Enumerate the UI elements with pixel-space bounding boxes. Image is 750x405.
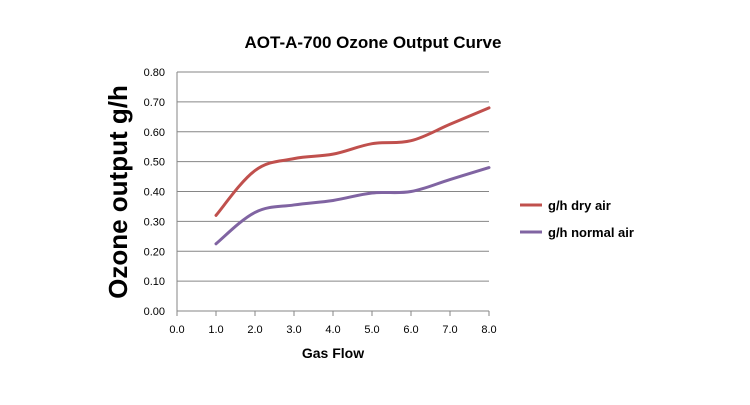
series-line-normal-air bbox=[214, 166, 491, 246]
data-point bbox=[449, 178, 452, 181]
y-tick-label: 0.80 bbox=[144, 67, 165, 79]
x-tick-label: 6.0 bbox=[403, 324, 418, 336]
y-tick-label: 0.70 bbox=[144, 97, 165, 109]
x-axis-label: Gas Flow bbox=[302, 345, 364, 361]
chart-title: AOT-A-700 Ozone Output Curve bbox=[245, 33, 502, 52]
data-point bbox=[215, 242, 218, 245]
data-point bbox=[410, 139, 413, 142]
y-tick-label: 0.20 bbox=[144, 246, 165, 258]
x-tick-label: 7.0 bbox=[442, 324, 457, 336]
y-tick-label: 0.10 bbox=[144, 276, 165, 288]
x-tick-label: 2.0 bbox=[247, 324, 262, 336]
series-line-dry-air bbox=[214, 106, 491, 217]
data-point bbox=[449, 123, 452, 126]
grid bbox=[177, 71, 489, 282]
data-point bbox=[371, 191, 374, 194]
x-tick-label: 1.0 bbox=[208, 324, 223, 336]
data-point bbox=[215, 214, 218, 217]
legend: g/h dry air g/h normal air bbox=[520, 198, 634, 240]
data-point bbox=[254, 211, 257, 214]
data-point bbox=[254, 169, 257, 172]
y-tick-label: 0.30 bbox=[144, 216, 165, 228]
x-tick-label: 0.0 bbox=[169, 324, 184, 336]
data-point bbox=[332, 153, 335, 156]
y-tick-label: 0.50 bbox=[144, 157, 165, 169]
data-point bbox=[371, 142, 374, 145]
axes bbox=[176, 72, 490, 316]
data-point bbox=[488, 106, 491, 109]
data-point bbox=[488, 166, 491, 169]
x-tick-label: 8.0 bbox=[481, 324, 496, 336]
y-tick-label: 0.60 bbox=[144, 127, 165, 139]
series-lines bbox=[214, 106, 491, 246]
y-tick-label: 0.00 bbox=[144, 306, 165, 318]
x-tick-label: 3.0 bbox=[286, 324, 301, 336]
data-point bbox=[293, 203, 296, 206]
legend-label: g/h normal air bbox=[548, 225, 634, 240]
data-point bbox=[332, 199, 335, 202]
tick-labels: 0.00 0.10 0.20 0.30 0.40 0.50 0.60 0.70 0.80 0.0 1… bbox=[144, 67, 497, 336]
legend-label: g/h dry air bbox=[548, 198, 611, 213]
x-tick-label: 5.0 bbox=[364, 324, 379, 336]
data-point bbox=[293, 157, 296, 160]
y-axis-label: Ozone output g/h bbox=[103, 85, 133, 299]
y-tick-label: 0.40 bbox=[144, 187, 165, 199]
data-point bbox=[410, 190, 413, 193]
x-tick-label: 4.0 bbox=[325, 324, 340, 336]
